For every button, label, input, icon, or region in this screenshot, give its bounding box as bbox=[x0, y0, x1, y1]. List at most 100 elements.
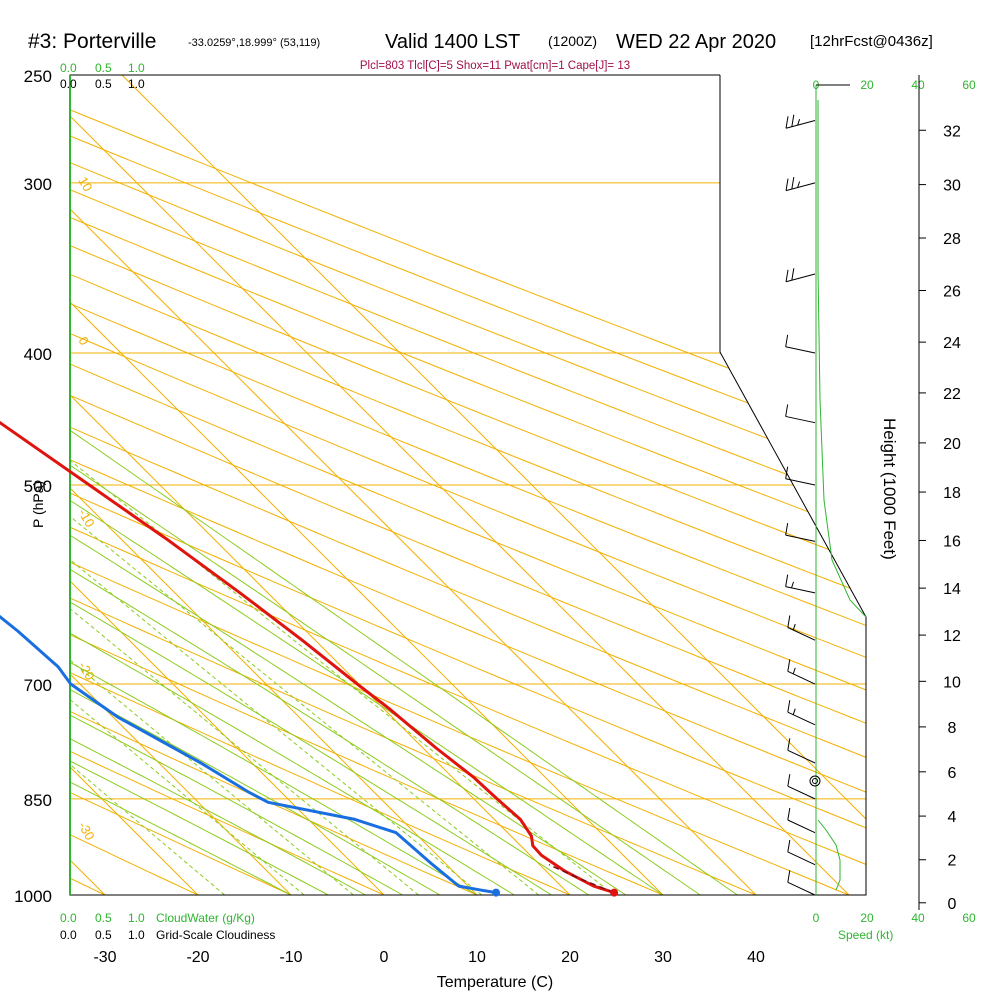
wind-barb-staff bbox=[785, 120, 816, 129]
dry-adiabat-label: -20 bbox=[75, 659, 97, 683]
mixing-ratio-label: 12 bbox=[520, 893, 540, 913]
mixing-ratio-line bbox=[70, 352, 540, 895]
dry-adiabat-line bbox=[70, 75, 866, 895]
mixing-ratio-line bbox=[70, 352, 354, 895]
pressure-tick-label: 400 bbox=[24, 345, 52, 364]
wind-barb-staff bbox=[787, 819, 816, 834]
sounding-traces bbox=[0, 420, 619, 897]
wind-barb-staff bbox=[785, 478, 816, 486]
temperature-tick-label: 40 bbox=[747, 949, 765, 966]
height-tick-label: 14 bbox=[943, 581, 961, 598]
dry-adiabat-line bbox=[70, 75, 866, 895]
speed-tick: 20 bbox=[860, 911, 874, 925]
cloudiness-tick: 1.0 bbox=[128, 77, 145, 91]
isotherm-line bbox=[70, 75, 757, 895]
wind-barb-flag bbox=[792, 708, 796, 715]
dry-adiabat-line bbox=[70, 75, 866, 895]
wind-barb-staff bbox=[787, 711, 816, 726]
wind-barb-flag bbox=[792, 667, 796, 675]
temperature-tick-label: 20 bbox=[561, 949, 579, 966]
mixing-ratio-label: 20 bbox=[595, 893, 615, 913]
isotherm-line bbox=[70, 75, 478, 895]
height-tick-label: 4 bbox=[948, 809, 957, 826]
mixing-ratio-label: 3 bbox=[335, 900, 352, 914]
temperature-tick-label: 30 bbox=[654, 949, 672, 966]
valid-time: Valid 1400 LST bbox=[385, 31, 520, 53]
wind-barb-flag bbox=[785, 269, 789, 282]
cloudiness-tick: 0.5 bbox=[95, 77, 112, 91]
height-tick-label: 26 bbox=[943, 284, 961, 301]
speed-tick: 20 bbox=[860, 78, 874, 92]
temperature-tick-label: 0 bbox=[380, 949, 389, 966]
wind-barb-flag bbox=[785, 404, 789, 417]
speed-tick: 60 bbox=[962, 78, 976, 92]
wind-barb-flag bbox=[797, 119, 801, 126]
wind-barb-flag bbox=[787, 807, 791, 821]
moist-adiabat-line bbox=[70, 75, 701, 895]
pressure-tick-label: 850 bbox=[24, 791, 52, 810]
mixing-ratio-line bbox=[70, 352, 615, 895]
utc-time: (1200Z) bbox=[548, 33, 597, 49]
cloudwater-scale-bottom: 0.0 0.5 1.0 CloudWater (g/Kg) 0.0 0.5 1.… bbox=[60, 911, 275, 942]
height-tick-label: 0 bbox=[948, 896, 957, 913]
pressure-tick-label: 250 bbox=[24, 67, 52, 86]
dry-adiabat-line bbox=[70, 75, 866, 895]
x-axis-label: Temperature (C) bbox=[437, 974, 553, 991]
dry-adiabat-line bbox=[70, 75, 866, 895]
temperature-tick-label: -10 bbox=[279, 949, 302, 966]
height-tick-label: 20 bbox=[943, 436, 961, 453]
wind-barb-staff bbox=[787, 881, 816, 896]
isotherm-line bbox=[0, 75, 12, 895]
wind-barb-flag bbox=[787, 870, 791, 883]
wind-barb-staff bbox=[785, 534, 816, 542]
cloudwater-tick: 1.0 bbox=[128, 61, 145, 75]
dry-adiabat-line bbox=[70, 75, 866, 895]
wind-barb-staff bbox=[787, 670, 816, 685]
speed-label: Speed (kt) bbox=[838, 928, 893, 942]
dry-adiabat-line bbox=[70, 75, 449, 895]
dry-adiabat-label: 20 bbox=[784, 444, 814, 474]
isotherm-line bbox=[70, 75, 664, 895]
dewpoint-trace bbox=[0, 614, 497, 895]
cloudwater-tick: 0.0 bbox=[60, 61, 77, 75]
pressure-tick-label: 1000 bbox=[14, 887, 52, 906]
wind-barb-staff bbox=[787, 785, 816, 800]
speed-tick: 0 bbox=[813, 911, 820, 925]
dry-adiabat-line bbox=[70, 75, 826, 895]
dry-adiabat-line bbox=[70, 75, 866, 895]
dry-adiabat-line bbox=[70, 75, 866, 895]
dry-adiabat-line bbox=[70, 75, 638, 895]
cloudiness-tick: 1.0 bbox=[128, 928, 145, 942]
wind-speed-scale: 0 20 40 60 0 20 40 60 Speed (kt) bbox=[813, 78, 976, 942]
moist-adiabat-line bbox=[70, 75, 738, 895]
cloudiness-tick: 0.0 bbox=[60, 77, 77, 91]
wind-barb-staff bbox=[785, 182, 816, 192]
moist-adiabat-line bbox=[70, 75, 627, 895]
temperature-trace bbox=[0, 420, 615, 895]
mixing-ratio-label: 2 bbox=[285, 900, 302, 914]
wind-barbs bbox=[785, 114, 816, 896]
cloudwater-tick: 1.0 bbox=[128, 911, 145, 925]
dry-adiabat-label: 10 bbox=[75, 174, 95, 194]
height-tick-label: 22 bbox=[943, 386, 961, 403]
wind-speed-profile-low bbox=[817, 819, 841, 891]
pressure-tick-label: 300 bbox=[24, 175, 52, 194]
wind-barb-flag bbox=[792, 623, 796, 631]
y-axis-label: P (hPa) bbox=[30, 481, 46, 528]
wind-barb-staff bbox=[787, 749, 816, 764]
wind-barb-flag bbox=[785, 574, 789, 587]
wind-barb-flag bbox=[785, 523, 789, 536]
cloudiness-tick: 0.0 bbox=[60, 928, 77, 942]
dry-adiabat-label: 0 bbox=[719, 226, 741, 248]
mixing-ratio-label: 8 bbox=[463, 900, 480, 914]
isotherm-line bbox=[70, 75, 385, 895]
wind-barb-flag bbox=[785, 116, 789, 129]
wind-calm-circle bbox=[809, 775, 821, 787]
surface-dewpoint-marker bbox=[492, 888, 501, 897]
station-title: #3: Porterville bbox=[28, 30, 156, 53]
wind-barb-flag bbox=[785, 466, 789, 479]
cloudwater-tick: 0.0 bbox=[60, 911, 77, 925]
dry-adiabat-line bbox=[70, 75, 866, 895]
